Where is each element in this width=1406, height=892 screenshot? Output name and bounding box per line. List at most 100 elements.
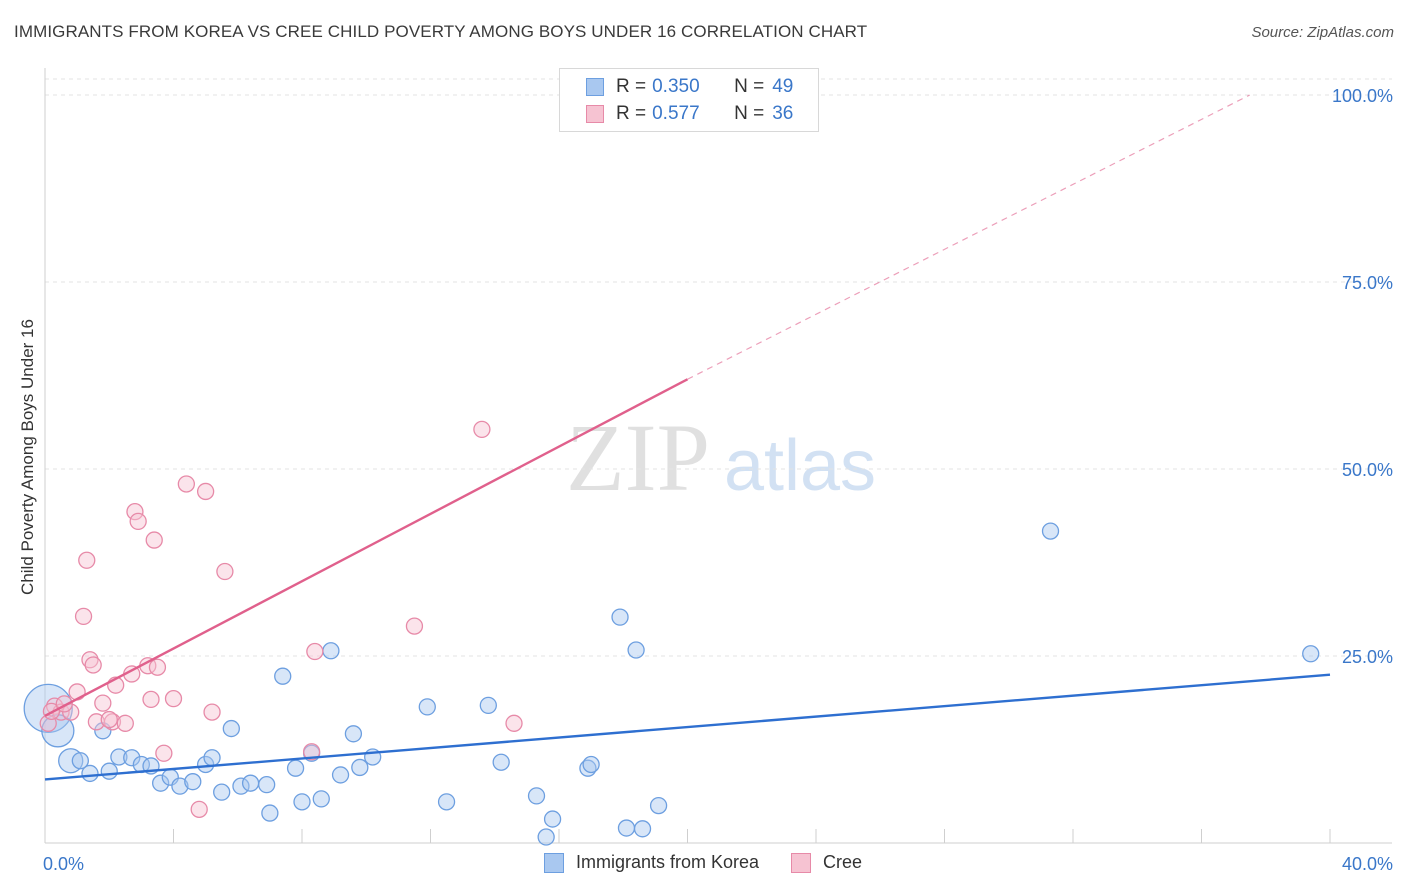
korea-point [492,753,510,771]
korea-point [1302,645,1320,663]
cree-point [177,475,196,493]
korea-point [222,719,240,738]
korea-point [537,828,555,846]
cree-trend-extension [687,94,1250,380]
korea-point [322,642,340,660]
korea-point [312,790,330,808]
cree-point [74,607,93,626]
korea-point [203,749,221,767]
korea-point [41,714,75,748]
cree-point [155,744,173,762]
y-tick-label: 25.0% [1342,647,1393,667]
legend-r-value: 0.350 [652,76,700,97]
legend-n-value: 49 [772,76,794,97]
korea-point [1041,522,1060,540]
korea-point [261,804,279,822]
korea-point [293,793,311,811]
legend-label-korea: Immigrants from Korea [575,852,760,872]
cree-point [100,710,118,729]
korea-point [351,758,369,777]
legend-r-value: 0.577 [652,103,700,124]
korea-point [241,774,260,792]
cree-point [68,683,86,701]
legend-swatch-cree [586,105,604,123]
legend-row-korea: R = 0.350 N = 49 [586,76,793,98]
korea-point [437,793,456,811]
cree-point [302,743,321,761]
watermark-zip: ZIP [566,404,710,511]
legend-r-label: R = [616,103,647,124]
korea-point [110,748,128,766]
cree-point [126,503,144,521]
korea-point [543,810,562,828]
korea-point [100,762,118,780]
cree-point [94,694,112,712]
cree-point [405,617,424,635]
korea-point [582,755,600,774]
cree-point [142,690,160,709]
korea-point [71,752,89,770]
korea-point [418,698,436,716]
chart-source: Source: ZipAtlas.com [1251,24,1394,41]
legend-item-korea[interactable]: Immigrants from Korea [543,852,760,873]
korea-point [331,766,350,784]
korea-point [196,755,215,774]
legend-item-cree[interactable]: Cree [791,852,862,873]
watermark-atlas: atlas [724,426,876,506]
cree-point [203,703,221,721]
korea-point [258,776,276,794]
y-tick-label: 75.0% [1342,273,1393,293]
korea-point [81,764,99,783]
korea-point [171,777,189,795]
legend-swatch-cree [791,852,812,873]
korea-point [611,608,629,626]
legend-row-cree: R = 0.577 N = 36 [586,103,793,125]
legend-swatch-korea [586,78,604,96]
korea-point [344,725,363,743]
cree-point [216,562,234,581]
korea-point [58,748,84,774]
x-tick-label: 0.0% [43,854,84,874]
cree-point [505,714,523,732]
korea-point [232,777,250,795]
cree-point [116,714,134,732]
y-tick-label: 50.0% [1342,460,1393,480]
korea-point [479,696,497,715]
cree-point [196,482,215,501]
cree-trend-line [44,378,689,717]
legend-label-cree: Cree [823,852,863,872]
correlation-legend: R = 0.350 N = 49 R = 0.577 N = 36 [559,68,819,132]
korea-point [286,759,305,777]
korea-point [633,820,652,838]
korea-point [151,774,170,792]
cree-point [78,551,96,569]
chart-title: IMMIGRANTS FROM KOREA VS CREE CHILD POVE… [14,22,868,41]
cree-point [145,531,163,549]
korea-point [649,796,668,815]
legend-n-value: 36 [772,103,794,124]
cree-point [129,512,147,531]
cree-point [164,689,183,708]
korea-point [274,667,292,685]
y-tick-label: 100.0% [1332,86,1393,106]
legend-swatch-korea [543,852,564,873]
korea-point [627,641,645,659]
korea-point [123,749,141,767]
cree-point [84,656,102,674]
legend-n-label: N = [734,103,765,124]
y-axis-label: Child Poverty Among Boys Under 16 [18,319,37,595]
korea-trend-line [44,673,1331,781]
korea-point [617,819,636,837]
cree-point [190,800,208,818]
korea-point [184,773,202,791]
cree-point [473,420,491,439]
legend-r-label: R = [616,76,647,97]
korea-point [213,783,231,801]
x-tick-label: 40.0% [1342,854,1393,874]
cree-point [148,658,167,676]
cree-point [306,642,324,661]
korea-point [527,787,546,805]
series-legend: Immigrants from Korea Cree [0,852,1406,873]
cree-point [81,651,99,669]
